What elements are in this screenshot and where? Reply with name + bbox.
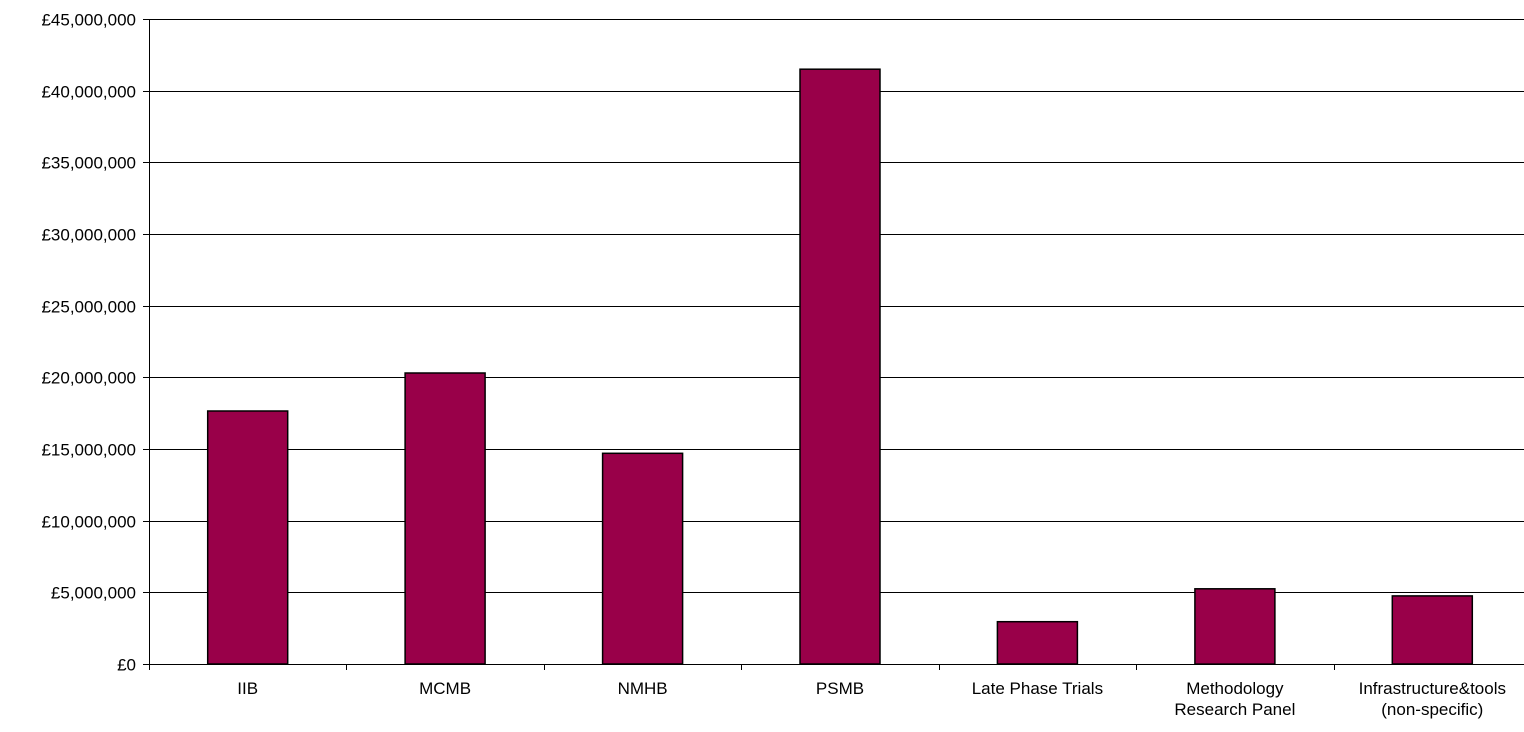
- y-tick-label: £30,000,000: [41, 226, 136, 245]
- bar: [799, 68, 881, 665]
- bar: [601, 452, 684, 665]
- bars: [206, 68, 1474, 665]
- x-axis-ticks: IIB MCMB NMHB PSMB Late Phase Trials Methodol…: [149, 664, 1506, 719]
- x-tick-label: IIB: [237, 679, 258, 698]
- bar: [404, 372, 486, 665]
- y-tick-label: £5,000,000: [51, 584, 136, 603]
- y-axis-ticks: £0 £5,000,000 £10,000,000 £15,000,000 £20,00…: [41, 11, 149, 675]
- y-tick-label: £20,000,000: [41, 369, 136, 388]
- bar: [996, 620, 1079, 665]
- x-tick-label: PSMB: [816, 679, 864, 698]
- y-tick-label: £40,000,000: [41, 83, 136, 102]
- y-tick-label: £10,000,000: [41, 513, 136, 532]
- bar: [1194, 588, 1276, 665]
- x-tick-label: NMHB: [618, 679, 668, 698]
- bar: [1391, 595, 1474, 665]
- x-tick-label: Infrastructure&tools (non-specific): [1359, 679, 1506, 719]
- x-tick-label: Methodology Research Panel: [1174, 679, 1295, 719]
- y-tick-label: £0: [117, 656, 136, 675]
- axes: [149, 19, 1524, 665]
- x-tick-label: Late Phase Trials: [972, 679, 1103, 698]
- y-tick-label: £45,000,000: [41, 11, 136, 30]
- y-tick-label: £15,000,000: [41, 441, 136, 460]
- bar: [206, 410, 289, 665]
- y-tick-label: £25,000,000: [41, 298, 136, 317]
- x-tick-label: MCMB: [419, 679, 471, 698]
- y-tick-label: £35,000,000: [41, 154, 136, 173]
